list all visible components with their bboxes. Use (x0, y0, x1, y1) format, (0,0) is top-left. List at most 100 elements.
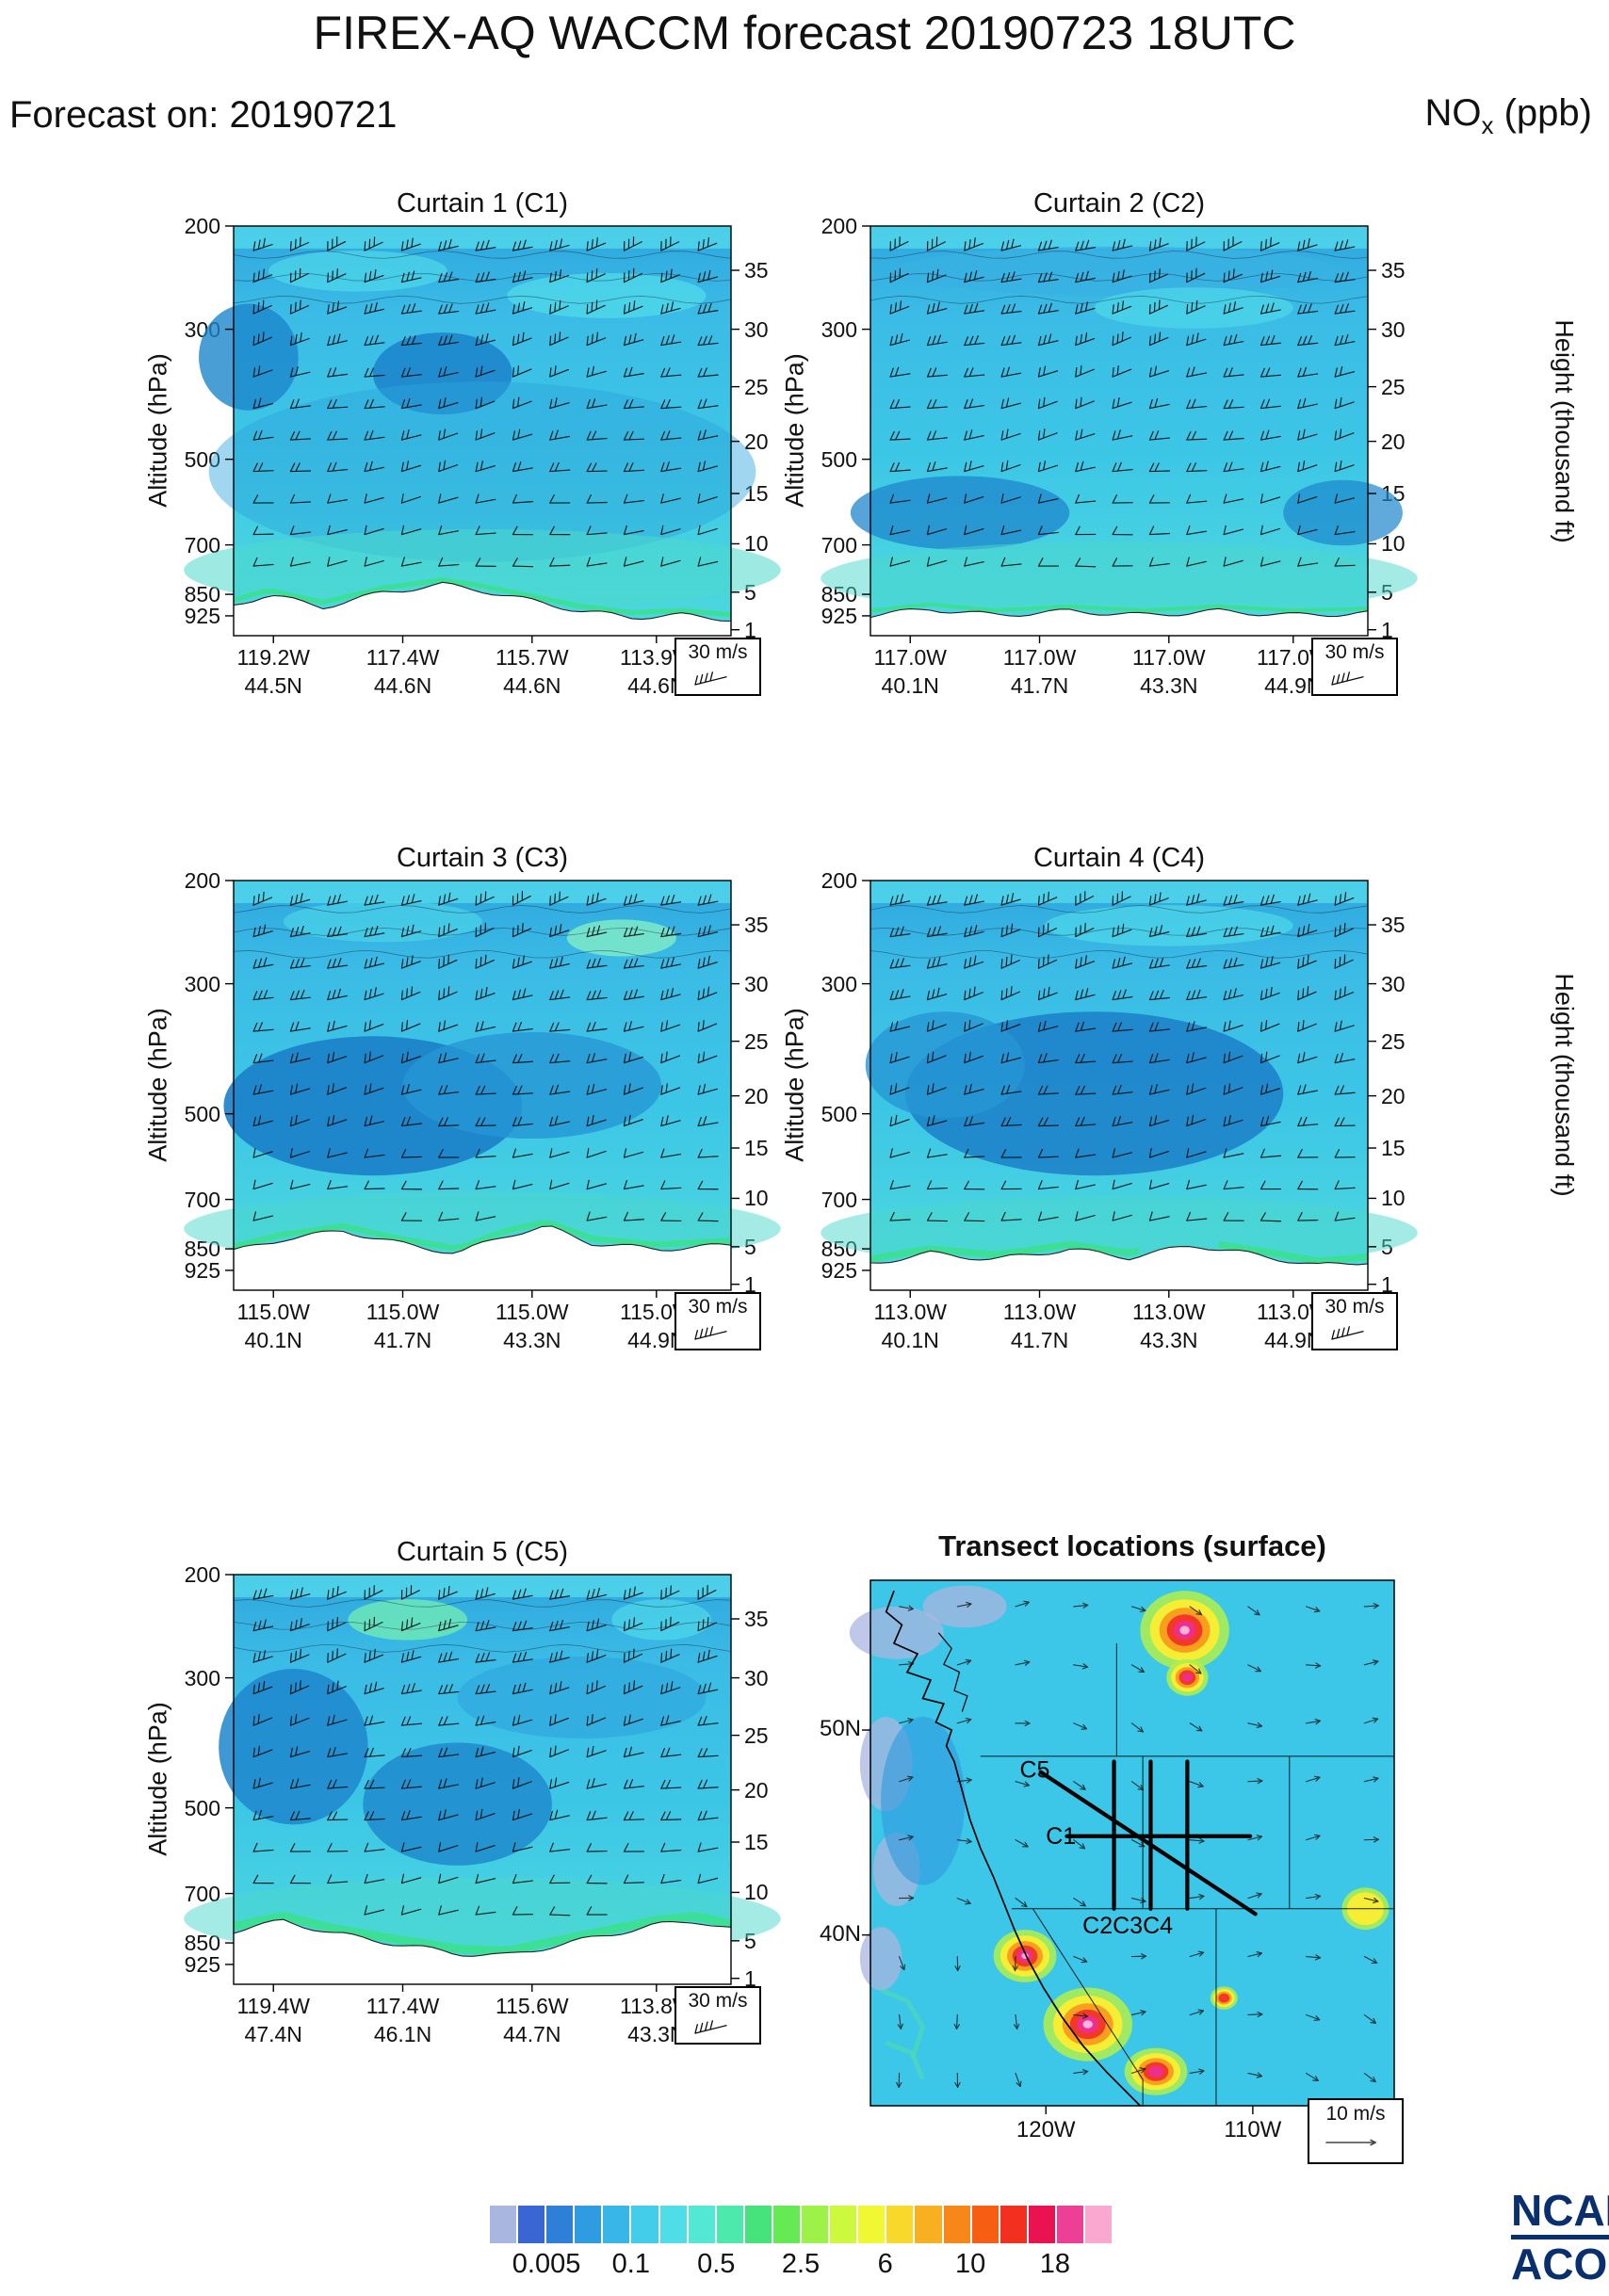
curtain-panel-c1: Curtain 1 (C1) Altitude (hPa) 200 300 500 700… (130, 181, 816, 802)
wind-reference-barb-icon (694, 671, 727, 686)
curtain-plot-c2 (821, 225, 1418, 643)
lat-label: 44.7N (503, 2022, 561, 2046)
colorbar-segment (1028, 2206, 1055, 2243)
height-axis-label-row1: Height (thousand ft) (1550, 319, 1579, 543)
height-axis-label-row2: Height (thousand ft) (1550, 973, 1579, 1197)
wind-barbs-c1 (252, 236, 719, 568)
height-tick-label: 20 (744, 1083, 769, 1108)
pressure-tick-label: 500 (184, 446, 220, 472)
colorbar-tick-label: 10 (955, 2249, 986, 2279)
lonlat-tick-label: 115.0W 40.1N (217, 1298, 330, 1354)
transect-label-C2C3C4: C2C3C4 (1082, 1913, 1173, 1939)
lat-label: 46.1N (373, 2022, 432, 2046)
species-unit: (ppb) (1503, 92, 1592, 134)
lonlat-tick-label: 119.4W 47.4N (217, 1992, 330, 2048)
wind-reference-label: 30 m/s (1325, 641, 1385, 663)
ncar-logo-text: NCAR (1511, 2187, 1609, 2235)
lonlat-tick-label: 115.0W 43.3N (476, 1298, 589, 1354)
lon-label: 113.0W (1132, 1300, 1206, 1324)
colorbar-segment (688, 2206, 715, 2243)
lonlat-tick-label: 117.0W 41.7N (983, 643, 1097, 700)
curtain-panel-c4: Curtain 4 (C4) Altitude (hPa) 200 300 500 700… (767, 835, 1453, 1457)
wind-reference-barb-icon (1331, 1326, 1364, 1340)
altitude-axis-label: Altitude (hPa) (143, 1702, 172, 1856)
lon-label: 119.2W (236, 645, 311, 670)
panel-title-c1: Curtain 1 (C1) (396, 188, 569, 218)
colorbar-segment (575, 2206, 602, 2243)
lat-label: 43.3N (1140, 1328, 1198, 1352)
pressure-tick-label: 300 (821, 316, 857, 342)
colorbar-segment (1084, 2206, 1113, 2243)
pressure-tick-label: 925 (184, 603, 220, 628)
pressure-tick-label: 700 (184, 1881, 220, 1906)
colorbar-tick-label: 18 (1039, 2249, 1071, 2279)
transect-lines (1038, 1759, 1258, 1916)
wind-reference-box-c3: 30 m/s (674, 1292, 761, 1350)
pressure-tick-label: 700 (821, 532, 857, 558)
colorbar-segment (858, 2206, 886, 2243)
wind-barbs-c4 (889, 891, 1356, 1222)
lonlat-tick-label: 115.7W 44.6N (476, 643, 589, 700)
lonlat-tick-label: 117.4W 46.1N (347, 1992, 460, 2048)
pressure-tick-label: 300 (184, 971, 220, 996)
height-tick-label: 25 (744, 1028, 769, 1054)
colorbar-segment (830, 2206, 857, 2243)
logo-divider (1511, 2235, 1609, 2239)
lon-label: 119.4W (236, 1994, 311, 2018)
map-wind-reference-label: 10 m/s (1325, 2103, 1386, 2125)
height-tick-label: 15 (1381, 1136, 1406, 1161)
colorbar (490, 2206, 1113, 2243)
height-tick-label: 15 (744, 1830, 769, 1855)
colorbar-tick-label: 0.1 (611, 2249, 650, 2279)
lon-label: 115.0W (236, 1300, 311, 1324)
pressure-tick-label: 500 (184, 1101, 220, 1126)
height-tick-label: 20 (1381, 1083, 1406, 1108)
colorbar-segment (1056, 2206, 1083, 2243)
colorbar-tick-label: 0.005 (512, 2249, 581, 2279)
wind-reference-label: 30 m/s (688, 641, 748, 663)
wind-reference-box-c5: 30 m/s (674, 1986, 761, 2045)
height-tick-label: 1 (744, 617, 756, 642)
height-tick-label: 1 (1381, 617, 1393, 642)
lon-label: 113.0W (873, 1300, 948, 1324)
lat-label: 40.1N (881, 673, 939, 698)
map-wind-reference-arrow-icon (1325, 2139, 1376, 2146)
wind-barbs-c3 (252, 891, 719, 1222)
panel-title-c4: Curtain 4 (C4) (1032, 843, 1206, 873)
wind-barbs-c5 (252, 1585, 719, 1916)
wind-reference-box-c4: 30 m/s (1311, 1292, 1398, 1350)
acom-logo-text: ACOM (1511, 2239, 1609, 2288)
colorbar-segment (1000, 2206, 1027, 2243)
lon-label: 115.0W (366, 1300, 440, 1324)
pressure-tick-label: 925 (821, 603, 857, 628)
transect-label-C5: C5 (1019, 1756, 1049, 1783)
lonlat-tick-label: 117.0W 40.1N (853, 643, 967, 700)
figure-title: FIREX-AQ WACCM forecast 20190723 18UTC (313, 7, 1296, 59)
pressure-tick-label: 200 (184, 868, 220, 893)
altitude-axis-label: Altitude (hPa) (780, 353, 809, 508)
height-tick-label: 25 (1381, 1028, 1406, 1054)
lon-label: 117.0W (1132, 645, 1206, 670)
lon-label: 115.0W (496, 1300, 569, 1324)
height-tick-label: 15 (744, 1136, 769, 1161)
pressure-tick-label: 700 (184, 1187, 220, 1212)
pressure-tick-label: 500 (184, 1795, 220, 1820)
height-tick-label: 25 (744, 1722, 769, 1748)
colorbar-tick-label: 2.5 (781, 2249, 821, 2279)
height-tick-label: 30 (1381, 316, 1406, 342)
colorbar-segment (886, 2206, 914, 2243)
height-tick-label: 30 (1381, 971, 1406, 996)
height-tick-label: 30 (744, 971, 769, 996)
lat-label: 41.7N (373, 1328, 432, 1352)
height-tick-label: 1 (744, 1271, 756, 1297)
wind-reference-barb-icon (694, 2020, 727, 2034)
lonlat-tick-label: 113.0W 41.7N (983, 1298, 1097, 1354)
wind-barbs-c2 (889, 236, 1356, 568)
forecast-date-label: Forecast on: 20190721 (9, 94, 398, 136)
height-tick-label: 35 (744, 258, 769, 283)
wind-reference-label: 30 m/s (1325, 1296, 1385, 1318)
curtain-plot-c5 (184, 1574, 781, 1992)
lon-label: 115.6W (496, 1994, 569, 2018)
height-tick-label: 35 (1381, 258, 1406, 283)
